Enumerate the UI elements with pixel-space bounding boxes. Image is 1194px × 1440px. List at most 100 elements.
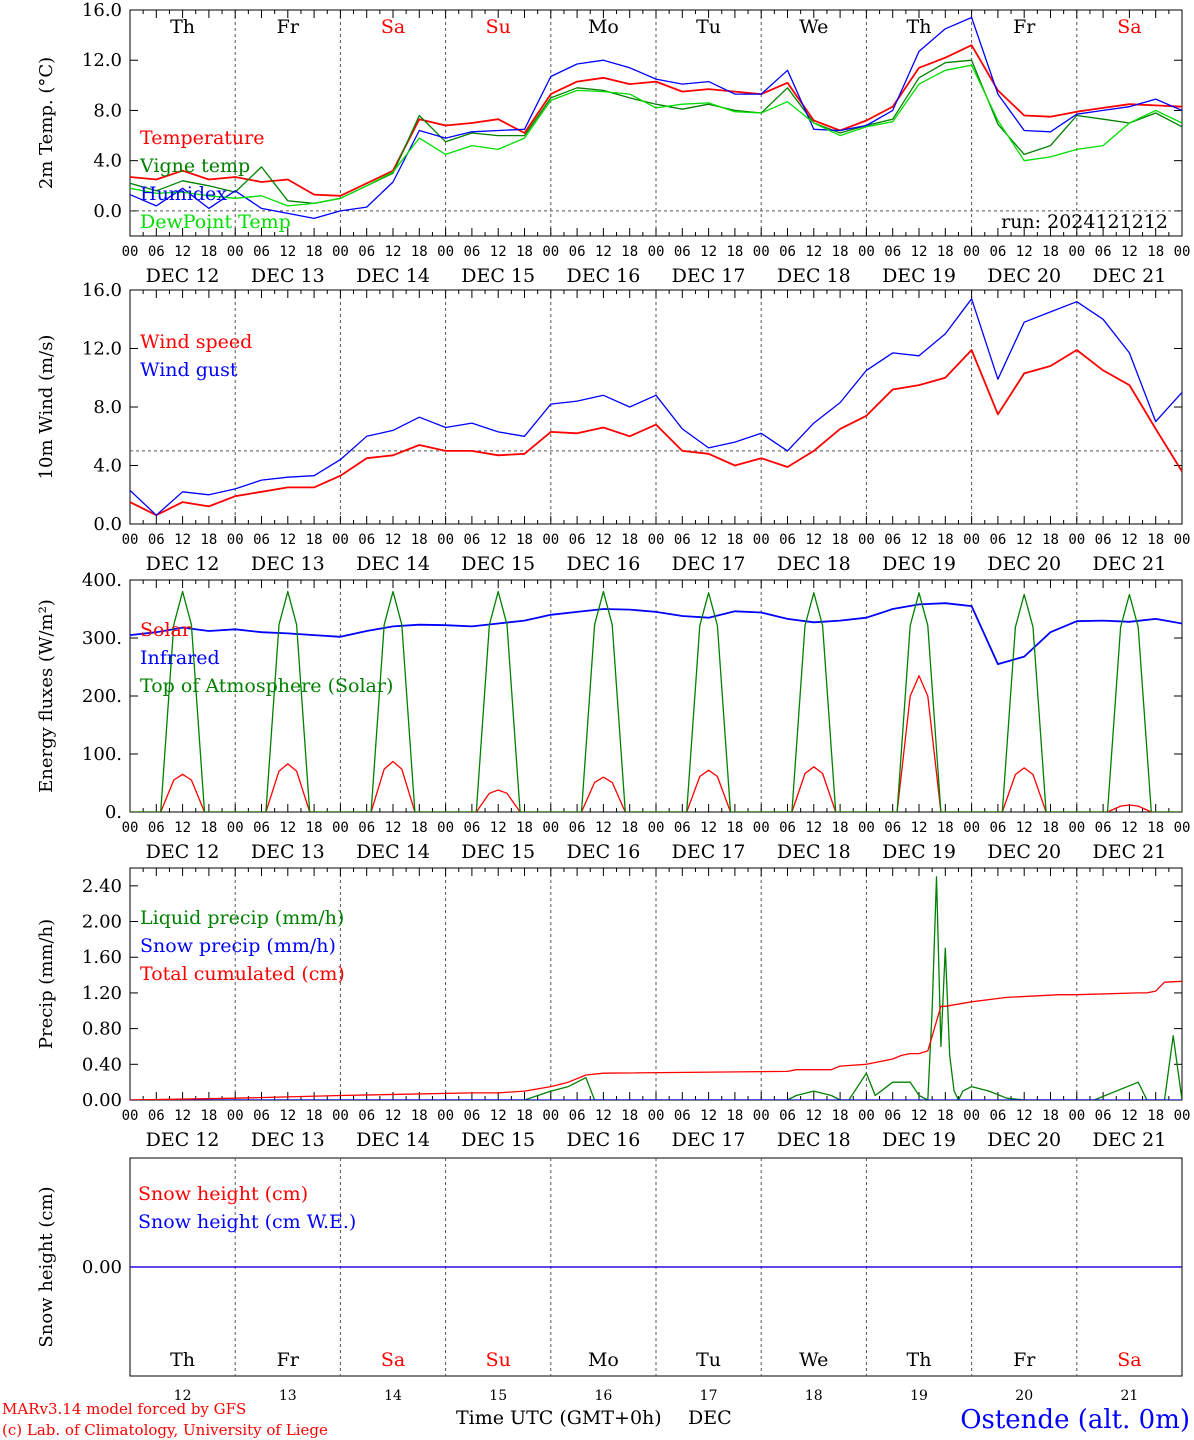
hour-tick-label: 00 — [648, 532, 665, 548]
y-tick-label: 0.80 — [82, 1019, 122, 1040]
hour-tick-label: 00 — [858, 1108, 875, 1124]
hour-tick-label: 06 — [674, 1108, 691, 1124]
legend-snow-height: Snow height (cm) — [138, 1183, 308, 1205]
hour-tick-label: 18 — [832, 244, 849, 260]
y-tick-label: 0.00 — [82, 1257, 122, 1278]
series-humidex — [130, 16, 1182, 220]
hour-tick-label: 18 — [937, 1108, 954, 1124]
hour-tick-label: 06 — [463, 244, 480, 260]
y-tick-label: 300. — [82, 628, 122, 649]
hour-tick-label: 06 — [989, 1108, 1006, 1124]
hour-tick-label: 12 — [490, 1108, 507, 1124]
hour-tick-label: 12 — [700, 1108, 717, 1124]
hour-tick-label: 00 — [1068, 532, 1085, 548]
day-header-bottom: We — [799, 1349, 828, 1371]
day-header-bottom: Th — [170, 1349, 195, 1371]
hour-tick-label: 06 — [148, 244, 165, 260]
hour-tick-label: 18 — [621, 532, 638, 548]
hour-tick-label: 12 — [279, 1108, 296, 1124]
hour-tick-label: 12 — [385, 532, 402, 548]
hour-tick-label: 18 — [937, 820, 954, 836]
series-wind-speed — [130, 349, 1182, 517]
hour-tick-label: 18 — [516, 532, 533, 548]
series-wind-gust — [130, 298, 1182, 516]
hour-tick-label: 00 — [542, 820, 559, 836]
hour-tick-label: 12 — [700, 820, 717, 836]
hour-tick-label: 06 — [1095, 532, 1112, 548]
series-top-of-atmosphere-solar — [130, 590, 1182, 812]
panel-3: 400. 300. 200. 100. 0. Energy fluxes (W/m²) 00… — [36, 570, 1190, 863]
panel-2: 16.0 12.0 8.0 4.0 0.0 10m Wind (m/s) 00 06 12 18 0… — [36, 280, 1190, 575]
date-label: DEC 19 — [882, 1129, 956, 1151]
date-label: DEC 16 — [566, 841, 640, 863]
day-header-top: Th — [907, 16, 932, 38]
hour-tick-label: 12 — [1016, 244, 1033, 260]
date-label: DEC 13 — [251, 553, 325, 575]
date-label: DEC 19 — [882, 553, 956, 575]
y-tick-label: 4.0 — [93, 151, 122, 172]
day-header-top: Sa — [381, 16, 405, 38]
hour-tick-label: 12 — [385, 244, 402, 260]
date-label: DEC 13 — [251, 1129, 325, 1151]
hour-tick-label: 00 — [1068, 1108, 1085, 1124]
hour-tick-label: 18 — [411, 1108, 428, 1124]
hour-tick-label: 18 — [621, 1108, 638, 1124]
day-number-label: 14 — [384, 1388, 402, 1404]
hour-tick-label: 00 — [332, 244, 349, 260]
date-label: DEC 21 — [1092, 841, 1166, 863]
hour-tick-label: 18 — [832, 532, 849, 548]
day-headers: Th Th Fr Fr Sa Sa Su Su Mo Mo Tu Tu We We Th Th Fr Fr Sa Sa… — [170, 16, 1141, 1404]
hour-tick-label: 12 — [1016, 1108, 1033, 1124]
run-annotation: run: 2024121212 — [1001, 211, 1168, 233]
hour-tick-label: 12 — [174, 820, 191, 836]
hour-tick-label: 06 — [253, 820, 270, 836]
legend-toa-solar: Top of Atmosphere (Solar) — [140, 675, 393, 697]
hour-tick-label: 06 — [463, 820, 480, 836]
hour-tick-label: 12 — [805, 820, 822, 836]
legend-temperature: Temperature — [140, 127, 264, 149]
hour-tick-label: 06 — [884, 244, 901, 260]
hour-tick-label: 06 — [989, 820, 1006, 836]
series-total-cumulated-cm — [130, 980, 1182, 1100]
date-label: DEC 17 — [672, 553, 746, 575]
hour-tick-label: 00 — [122, 820, 139, 836]
hour-tick-label: 00 — [963, 532, 980, 548]
y-tick-label: 0.0 — [93, 201, 122, 222]
y-tick-label: 4.0 — [93, 456, 122, 477]
y-axis-label: Snow height (cm) — [36, 1186, 57, 1347]
hour-tick-label: 18 — [726, 244, 743, 260]
hour-tick-label: 18 — [306, 532, 323, 548]
hour-tick-label: 06 — [674, 244, 691, 260]
x-axis-label: Time UTC (GMT+0h) — [456, 1407, 662, 1429]
day-header-bottom: Sa — [1117, 1349, 1141, 1371]
hour-tick-label: 18 — [621, 244, 638, 260]
y-axis-label: 10m Wind (m/s) — [36, 335, 57, 480]
hour-tick-label: 18 — [411, 244, 428, 260]
hour-tick-label: 00 — [227, 244, 244, 260]
y-tick-label: 100. — [82, 744, 122, 765]
y-tick-label: 200. — [82, 686, 122, 707]
y-tick-label: 16.0 — [82, 280, 122, 301]
hour-tick-label: 18 — [1147, 820, 1164, 836]
hour-tick-label: 00 — [858, 244, 875, 260]
hour-tick-label: 06 — [674, 532, 691, 548]
date-label: DEC 12 — [146, 1129, 220, 1151]
day-number-label: 18 — [805, 1388, 823, 1404]
hour-tick-label: 00 — [858, 820, 875, 836]
hour-tick-label: 18 — [306, 244, 323, 260]
hour-tick-label: 06 — [463, 1108, 480, 1124]
hour-tick-label: 12 — [490, 532, 507, 548]
y-tick-label: 2.00 — [82, 912, 122, 933]
hour-tick-label: 00 — [858, 532, 875, 548]
hour-tick-label: 18 — [1147, 532, 1164, 548]
hour-tick-label: 12 — [385, 820, 402, 836]
hour-tick-label: 00 — [1174, 244, 1191, 260]
legend-liquid-precip: Liquid precip (mm/h) — [140, 907, 344, 929]
hour-tick-label: 06 — [779, 244, 796, 260]
hour-tick-label: 00 — [542, 1108, 559, 1124]
y-axis-label: Energy fluxes (W/m²) — [36, 599, 57, 793]
date-label: DEC 17 — [672, 265, 746, 287]
hour-tick-label: 06 — [779, 820, 796, 836]
hour-tick-label: 00 — [963, 820, 980, 836]
